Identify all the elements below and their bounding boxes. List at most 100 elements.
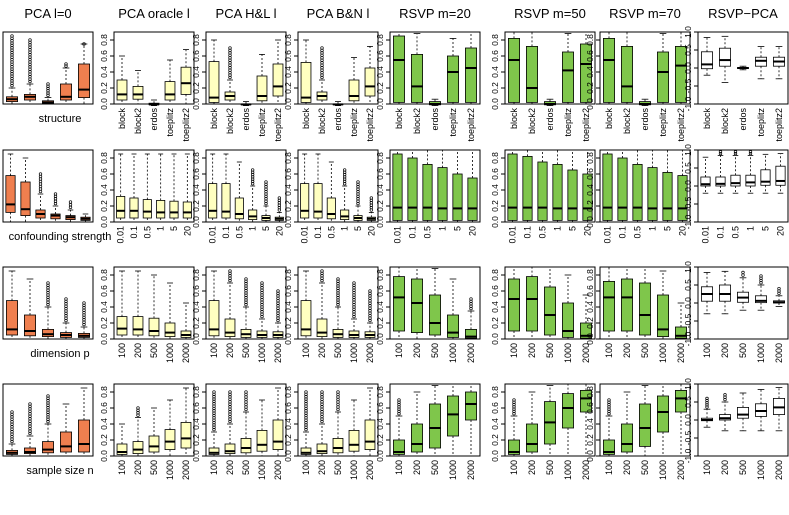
box-2000	[272, 387, 284, 457]
x-tick-label: erdos	[149, 108, 159, 131]
x-tick-label: 100	[702, 343, 712, 358]
box-body	[392, 153, 403, 221]
box-100	[393, 398, 405, 457]
box-2000	[364, 387, 376, 457]
box-body	[760, 169, 771, 186]
box-500	[429, 268, 441, 340]
outlier-point	[336, 390, 340, 394]
x-tick-label: 0.01	[300, 226, 310, 244]
x-tick-label: 0.1	[221, 226, 231, 239]
outlier-point	[741, 273, 745, 277]
outlier-point	[260, 281, 264, 285]
outlier-point	[212, 390, 216, 394]
outlier-point	[82, 301, 86, 305]
y-tick-label: 0.4	[191, 418, 201, 430]
y-tick-label: 0.4	[585, 301, 595, 313]
box-erdos	[737, 65, 749, 71]
y-tick-label: 0.0	[375, 216, 385, 228]
x-tick-label: 200	[225, 460, 235, 475]
y-tick-label: 0.6	[191, 168, 201, 180]
panel: confounding strength	[2, 149, 111, 243]
outlier-point	[251, 168, 255, 172]
outlier-point	[53, 192, 58, 196]
y-tick-label: 0.4	[99, 66, 109, 78]
box-1000	[755, 388, 767, 432]
box-500	[544, 266, 556, 340]
y-tick-label: 0.8	[283, 152, 293, 164]
box-block	[208, 39, 220, 105]
x-tick-label: block	[301, 108, 311, 130]
y-tick-label: -1.0	[683, 448, 693, 463]
y-tick-label: 0.2	[99, 434, 109, 446]
x-tick-label: 200	[622, 460, 632, 475]
box-body	[313, 183, 323, 219]
x-tick-label: 0.5	[423, 226, 433, 239]
x-tick-label: 500	[545, 460, 555, 475]
x-tick-label: erdos	[738, 108, 748, 131]
x-tick-label: 0.01	[116, 226, 126, 244]
box-erdos	[429, 98, 441, 106]
box-toeplitz2	[675, 31, 687, 105]
box-body	[745, 174, 756, 187]
outlier-point	[369, 196, 373, 200]
box-body	[300, 300, 312, 337]
panel: RSVP m=70 0.0 0.2 0.4 0.6 0.8 block block2 erdos…	[585, 6, 691, 142]
panel: RSVP m=20 0.0 0.2 0.4 0.6 0.8 block block2 erdos…	[375, 6, 481, 142]
x-tick-label: 2000	[774, 343, 784, 363]
box-toeplitz	[447, 38, 459, 105]
y-tick-label: 0.4	[375, 301, 385, 313]
box-200	[316, 390, 328, 457]
row-label: sample size n	[26, 465, 93, 477]
box-body	[169, 200, 179, 219]
box-2000	[773, 286, 785, 308]
box-body	[393, 276, 405, 332]
box-1000	[256, 281, 268, 340]
x-tick-label: 200	[412, 343, 422, 358]
box-body	[602, 153, 613, 221]
y-tick-label: 1.0	[683, 26, 693, 38]
x-tick-label: 0.1	[523, 226, 533, 239]
outlier-point	[38, 172, 43, 176]
outlier-point	[277, 196, 281, 200]
x-tick-label: 20	[583, 226, 593, 236]
box-1000	[60, 403, 72, 457]
x-tick-label: 1000	[165, 460, 175, 480]
outlier-point	[718, 150, 723, 154]
outlier-point	[368, 289, 372, 293]
y-tick-label: 0.0	[99, 216, 109, 228]
y-tick-label: 0.4	[375, 66, 385, 78]
x-tick-label: 500	[640, 460, 650, 475]
box-2000	[465, 297, 477, 340]
box-body	[603, 280, 615, 332]
y-tick-label: 0.2	[283, 317, 293, 329]
box-100	[208, 390, 220, 457]
x-tick-label: 200	[133, 343, 143, 358]
panel: 0.0 0.2 0.4 0.6 0.8 100 200 500 1000 2000	[283, 383, 379, 480]
box-body	[6, 300, 18, 336]
box-body	[411, 278, 423, 333]
row-label: structure	[39, 113, 82, 125]
y-tick-label: 0.2	[585, 317, 595, 329]
y-tick-label: 0.0	[490, 450, 500, 462]
box-block2	[526, 31, 538, 105]
x-tick-label: erdos	[333, 108, 343, 131]
x-tick-label: 2000	[181, 460, 191, 480]
box-500	[737, 392, 749, 432]
x-tick-label: 0.01	[508, 226, 518, 244]
box-body	[316, 318, 328, 338]
y-tick-label: 0.0	[375, 333, 385, 345]
y-tick-label: 0.2	[99, 200, 109, 212]
y-tick-label: 0.4	[490, 301, 500, 313]
outlier-point	[46, 82, 50, 86]
box-body	[326, 197, 336, 220]
box-body	[348, 429, 360, 452]
x-tick-label: 1000	[165, 343, 175, 363]
box-block	[508, 31, 520, 105]
y-tick-label: 0.4	[191, 184, 201, 196]
box-toeplitz2	[465, 31, 477, 105]
x-tick-label: erdos	[640, 108, 650, 131]
outlier-point	[68, 205, 73, 209]
y-tick-label: 0.6	[191, 402, 201, 414]
x-tick-label: 500	[738, 460, 748, 475]
x-tick-label: block2	[720, 108, 730, 134]
